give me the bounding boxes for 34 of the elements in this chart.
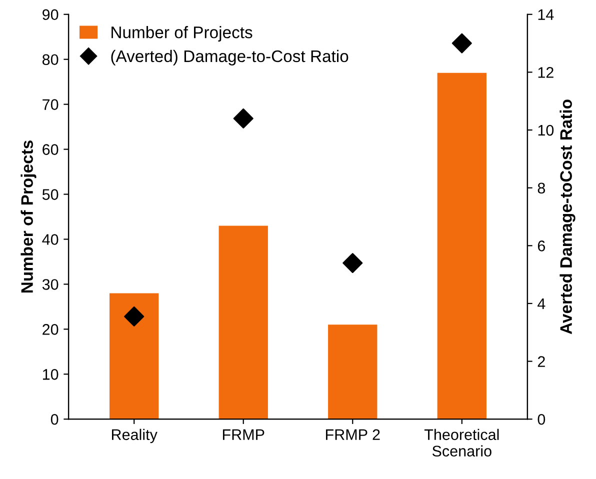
y2-tick-label: 2	[538, 356, 545, 367]
point	[342, 252, 363, 274]
point	[233, 108, 254, 128]
y2-tick-label: 12	[538, 67, 554, 78]
y-axis-title: Number of Projects	[20, 140, 36, 292]
point	[452, 33, 472, 54]
legend-label: Number of Projects	[112, 26, 252, 42]
y-tick-label: 90	[42, 9, 58, 20]
y2-tick-label: 0	[538, 414, 546, 425]
y-tick-label: 0	[50, 414, 58, 425]
x-tick-label: Theoretical Scenario	[424, 428, 499, 457]
legend-label: (Averted) Damage-to-Cost Ratio	[111, 50, 348, 66]
y-tick-label: 20	[42, 324, 58, 335]
y-tick-label: 40	[42, 234, 58, 245]
y-tick-label: 70	[42, 99, 58, 110]
y2-tick-label: 10	[538, 124, 554, 136]
y2-tick-label: 14	[538, 9, 554, 20]
y2-tick-label: 4	[538, 298, 546, 310]
y2-tick-label: 8	[538, 182, 546, 194]
x-tick-label: FRMP	[222, 429, 264, 440]
bar	[218, 226, 268, 420]
y-tick-label: 10	[42, 369, 58, 380]
y-tick-label: 50	[42, 189, 58, 200]
y2-tick-label: 6	[538, 240, 546, 252]
x-tick-label: FRMP 2	[326, 429, 380, 440]
y-tick-label: 60	[42, 144, 58, 155]
bar	[328, 324, 378, 420]
bar	[110, 293, 159, 420]
point	[124, 306, 144, 326]
y-tick-label: 30	[42, 279, 58, 290]
x-tick-label: Reality	[112, 428, 158, 444]
bar	[437, 72, 486, 420]
y2-axis-title: Averted Damage-toCost Ratio	[560, 100, 576, 334]
y-tick-label: 80	[42, 54, 58, 66]
